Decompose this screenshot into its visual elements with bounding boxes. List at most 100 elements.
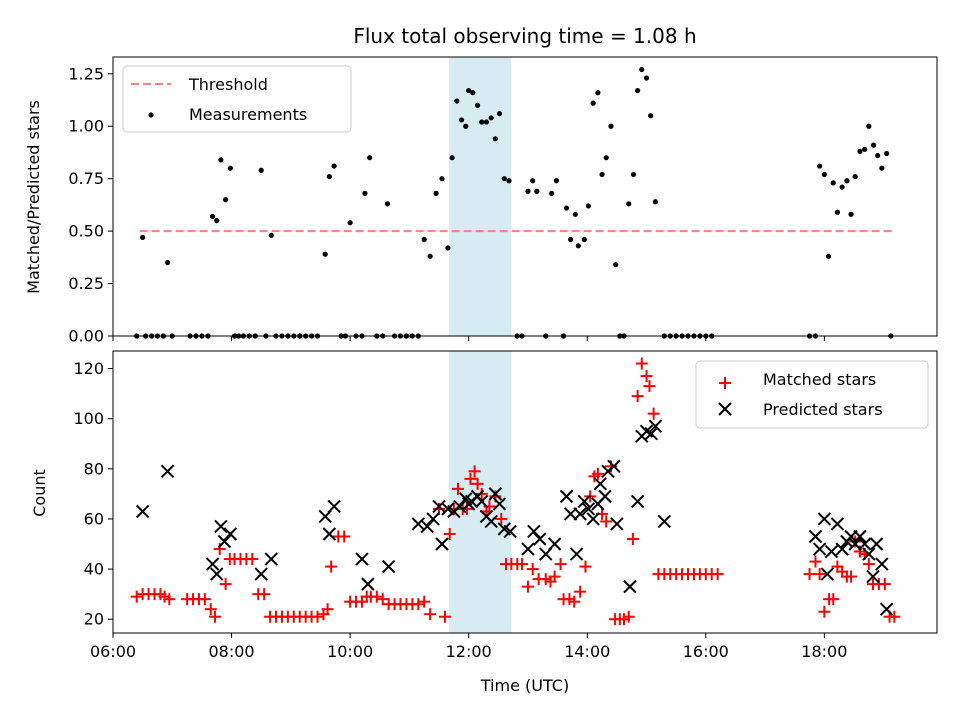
- predicted-star-point: [547, 537, 562, 551]
- matched-star-point: [219, 578, 232, 591]
- matched-star-point: [579, 560, 592, 573]
- matched-star-point: [878, 578, 891, 591]
- predicted-star-point: [808, 529, 823, 544]
- measurement-point: [492, 136, 498, 142]
- measurement-point: [848, 211, 854, 217]
- y-tick-label: 100: [73, 409, 104, 428]
- measurement-point: [530, 178, 536, 184]
- predicted-star-point: [830, 517, 845, 531]
- matched-star-point: [495, 512, 508, 525]
- measurement-point: [866, 123, 872, 129]
- matched-star-point: [711, 568, 724, 581]
- y-tick-label: 0.25: [68, 274, 104, 293]
- matched-star-point: [443, 527, 456, 540]
- predicted-star-point: [411, 517, 426, 531]
- matched-star-point: [647, 407, 660, 420]
- matched-star-point: [818, 605, 831, 618]
- predicted-star-point: [484, 514, 498, 529]
- matched-star-point: [370, 590, 383, 603]
- measurement-point: [599, 171, 605, 178]
- predicted-star-point: [205, 557, 220, 571]
- measurement-point: [496, 111, 503, 117]
- matched-star-point: [640, 370, 653, 383]
- measurement-point: [844, 178, 850, 184]
- chart-title: Flux total observing time = 1.08 h: [353, 24, 696, 48]
- measurement-point: [326, 173, 332, 180]
- measurement-point: [439, 176, 445, 182]
- matched-star-point: [622, 610, 635, 623]
- measurement-point: [568, 236, 574, 243]
- matched-star-point: [130, 590, 143, 603]
- matched-star-point: [888, 610, 901, 623]
- measurements-legend-swatch: [148, 112, 154, 118]
- matched-star-point: [568, 595, 581, 608]
- measurement-point: [830, 180, 836, 186]
- matched-star-point: [452, 482, 465, 495]
- predicted-star-point: [598, 489, 612, 504]
- y-tick-label: 0.00: [68, 327, 104, 346]
- predicted-star-point: [475, 494, 489, 509]
- predicted-star-point: [812, 542, 827, 556]
- measurement-point: [581, 236, 587, 243]
- measurement-point: [834, 209, 841, 215]
- y-tick-label: 0.50: [68, 222, 104, 241]
- predicted-star-point: [217, 534, 232, 549]
- predicted-star-point: [521, 542, 535, 556]
- predicted-star-point: [381, 559, 396, 574]
- predicted-star-point: [586, 512, 600, 526]
- x-tick-label: 16:00: [683, 642, 729, 661]
- measurement-point: [483, 119, 490, 125]
- predicted-star-point: [817, 512, 832, 526]
- matched-star-point: [813, 568, 826, 581]
- measurement-point: [643, 75, 650, 81]
- matched-star-point: [311, 610, 324, 623]
- predicted-star-point: [630, 494, 645, 509]
- measurement-point: [603, 155, 609, 161]
- legend-measurements-label: Measurements: [189, 105, 307, 124]
- top-panel: 0.00 0.25 0.50 0.75 1.00 1.25 Matched/Predict…: [24, 56, 938, 346]
- matched-legend-swatch: [719, 377, 731, 389]
- matched-star-point: [438, 610, 451, 623]
- measurement-point: [367, 155, 373, 161]
- measurement-point: [427, 253, 433, 259]
- bottom-y-axis-label: Count: [30, 469, 49, 517]
- measurement-point: [572, 211, 578, 217]
- measurement-point: [852, 173, 858, 180]
- measurement-point: [322, 251, 328, 257]
- y-tick-label: 120: [73, 359, 104, 378]
- x-tick-label: 18:00: [801, 642, 847, 661]
- predicted-star-point: [223, 527, 238, 541]
- matched-star-point: [600, 515, 613, 528]
- matched-star-point: [198, 593, 211, 606]
- matched-star-point: [321, 603, 334, 616]
- matched-star-point: [516, 558, 529, 571]
- measurement-point: [608, 123, 614, 129]
- measurement-point: [331, 163, 337, 169]
- predicted-star-point: [453, 499, 467, 514]
- x-tick-label: 12:00: [446, 642, 492, 661]
- predicted-star-point: [820, 567, 835, 581]
- predicted-star-point: [657, 514, 672, 529]
- predicted-star-point: [214, 519, 228, 534]
- measurement-point: [164, 259, 171, 266]
- measurement-point: [506, 178, 512, 184]
- predicted-star-point: [824, 544, 839, 559]
- predicted-star-point: [492, 497, 507, 511]
- measurement-point: [595, 90, 601, 96]
- measurement-point: [648, 113, 654, 119]
- measurement-point: [449, 155, 455, 161]
- matched-star-point: [803, 568, 816, 581]
- measurement-point: [549, 190, 555, 196]
- matched-star-point: [464, 472, 477, 485]
- matched-star-point: [626, 533, 639, 545]
- predicted-star-point: [210, 567, 224, 581]
- predicted-star-point: [577, 494, 591, 509]
- matched-star-point: [246, 553, 259, 566]
- matched-star-point: [591, 467, 604, 480]
- predicted-star-point: [875, 557, 889, 571]
- measurement-point: [817, 163, 823, 169]
- measurement-point: [454, 98, 460, 104]
- measurement-point: [585, 203, 592, 209]
- measurement-point: [626, 201, 632, 207]
